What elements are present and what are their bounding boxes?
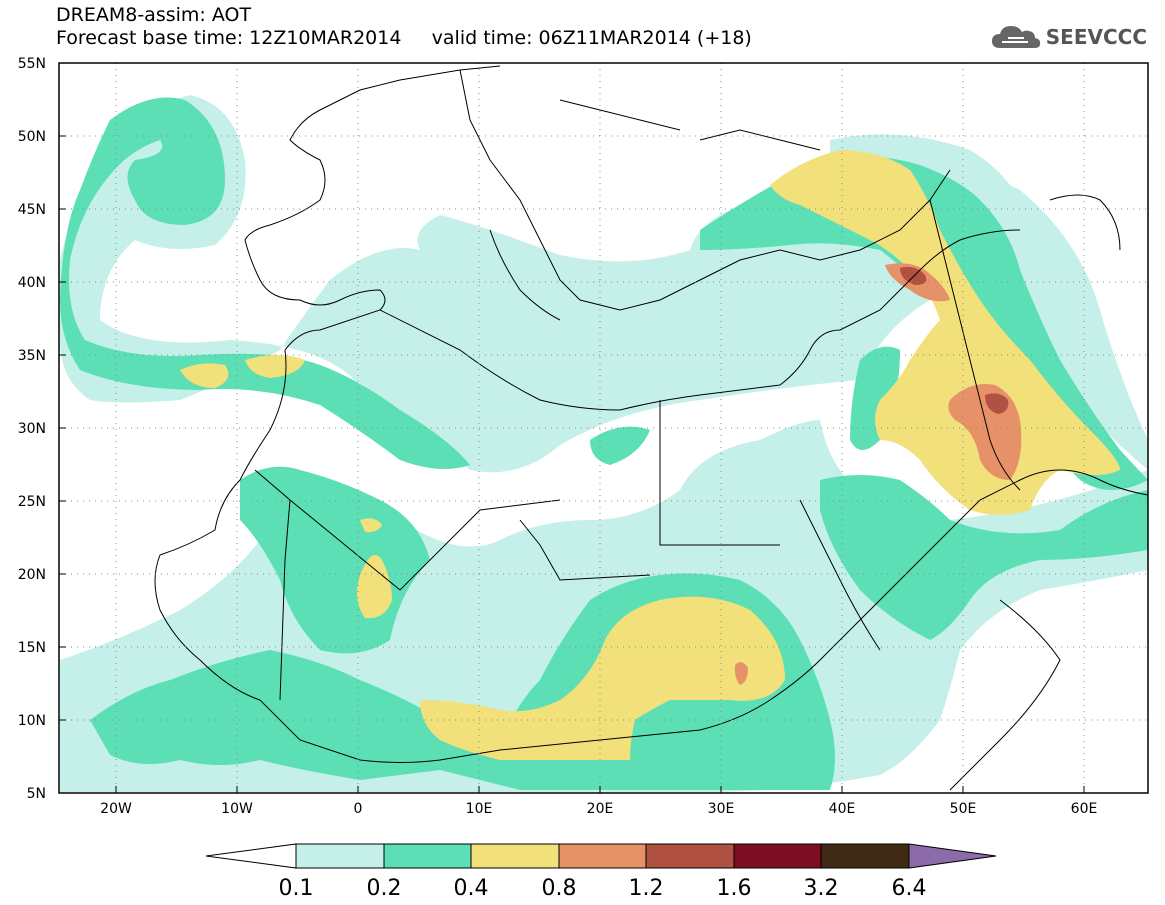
longitude-labels: 20W 10W 0 10E 20E 30E 40E 50E 60E [100,801,1097,817]
colorbar-swatch [205,843,297,869]
lon-label: 20W [100,801,132,817]
colorbar-label: 1.2 [629,876,664,901]
lon-label: 20E [587,801,614,817]
lon-label: 10E [466,801,493,817]
colorbar-labels: 0.1 0.2 0.4 0.8 1.2 1.6 3.2 6.4 [279,876,927,901]
lon-label: 30E [708,801,735,817]
lat-label: 10N [18,713,46,729]
colorbar-label: 0.1 [279,876,314,901]
aot-field [60,95,1148,792]
colorbar-label: 0.4 [454,876,489,901]
colorbar-swatch [383,843,472,869]
logo-text: SEEVCCC [1045,25,1147,49]
lon-label: 60E [1071,801,1098,817]
map-title: DREAM8-assim: AOT [56,4,252,26]
colorbar [205,843,997,869]
colorbar-swatch [733,843,822,869]
colorbar-swatch [470,843,560,869]
aot-band-1.2 [900,266,1009,414]
cloud-icon [991,26,1040,48]
axis-ticks [59,62,1085,793]
forecast-time-line: Forecast base time: 12Z10MAR2014 valid t… [56,27,752,49]
colorbar-label: 3.2 [804,876,839,901]
colorbar-swatch [908,843,997,869]
lat-label: 55N [18,56,46,72]
coastlines [154,65,1148,791]
seevccc-logo: SEEVCCC [990,22,1147,52]
colorbar-swatch [645,843,735,869]
lat-label: 30N [18,421,46,437]
aot-band-0.4 [180,150,1120,760]
lat-label: 45N [18,202,46,218]
colorbar-label: 6.4 [892,876,927,901]
lat-label: 50N [18,129,46,145]
colorbar-label: 0.2 [367,876,402,901]
lon-label: 50E [950,801,977,817]
colorbar-label: 0.8 [542,876,577,901]
lat-label: 15N [18,640,46,656]
colorbar-swatch [295,843,385,869]
latitude-labels: 55N 50N 45N 40N 35N 30N 25N 20N 15N 10N … [18,56,46,802]
colorbar-swatch [820,843,910,869]
lat-label: 35N [18,348,46,364]
lon-label: 10W [221,801,253,817]
colorbar-swatch [558,843,647,869]
lon-label: 0 [354,801,363,817]
lat-label: 5N [27,786,46,802]
lat-label: 25N [18,494,46,510]
lon-label: 40E [829,801,856,817]
colorbar-label: 1.6 [717,876,752,901]
lat-label: 40N [18,275,46,291]
lat-label: 20N [18,567,46,583]
